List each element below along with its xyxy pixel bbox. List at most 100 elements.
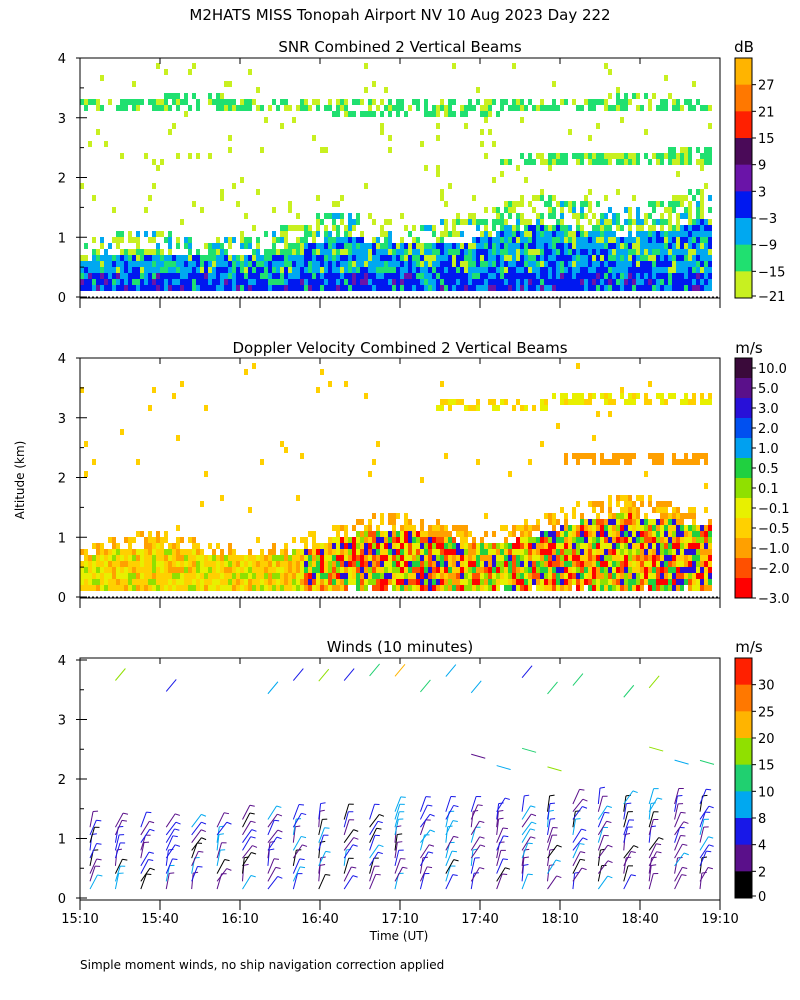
- doppler-cell: [444, 561, 448, 567]
- snr-cell: [256, 273, 260, 279]
- snr-cell: [444, 261, 448, 267]
- doppler-cell: [148, 549, 152, 555]
- doppler-cell: [524, 573, 528, 579]
- snr-cell: [708, 159, 712, 165]
- snr-cell: [412, 237, 416, 243]
- wind-barb: [521, 747, 537, 753]
- wind-barb: [572, 843, 580, 859]
- snr-cell: [92, 195, 96, 201]
- snr-cell: [324, 213, 328, 219]
- doppler-cell: [676, 549, 680, 555]
- doppler-cell: [540, 567, 544, 573]
- doppler-cell: [608, 513, 612, 519]
- snr-cell: [316, 255, 320, 261]
- doppler-cell: [628, 507, 632, 513]
- wind-barb-flag: [174, 813, 181, 816]
- doppler-cell: [176, 585, 180, 591]
- snr-cell: [620, 285, 624, 291]
- doppler-cell: [676, 579, 680, 585]
- snr-cell: [644, 237, 648, 243]
- doppler-cell: [708, 393, 712, 399]
- wind-barb: [470, 867, 480, 882]
- snr-cell: [196, 255, 200, 261]
- doppler-cell: [248, 573, 252, 579]
- doppler-cell: [336, 531, 340, 537]
- snr-cell: [280, 285, 284, 291]
- doppler-cell: [664, 525, 668, 531]
- doppler-cell: [544, 543, 548, 549]
- doppler-cell: [580, 585, 584, 591]
- colorbar-label: 3: [758, 185, 766, 200]
- doppler-cell: [700, 561, 704, 567]
- snr-cell: [604, 159, 608, 165]
- snr-cell: [84, 99, 88, 105]
- wind-barb: [242, 845, 253, 859]
- doppler-cell: [116, 549, 120, 555]
- wind-barb-flag: [633, 845, 639, 848]
- snr-cell: [208, 261, 212, 267]
- doppler-cell: [640, 579, 644, 585]
- doppler-cell: [108, 573, 112, 579]
- doppler-cell: [148, 561, 152, 567]
- doppler-cell: [704, 573, 708, 579]
- snr-cell: [408, 249, 412, 255]
- wind-barb: [394, 850, 400, 866]
- snr-cell: [588, 255, 592, 261]
- snr-cell: [228, 81, 232, 87]
- doppler-cell: [636, 555, 640, 561]
- doppler-cell: [208, 543, 212, 549]
- snr-cell: [704, 105, 708, 111]
- snr-cell: [376, 285, 380, 291]
- doppler-cell: [676, 513, 680, 519]
- doppler-cell: [336, 525, 340, 531]
- doppler-cell: [692, 525, 696, 531]
- doppler-cell: [580, 561, 584, 567]
- snr-cell: [580, 261, 584, 267]
- doppler-cell: [540, 555, 544, 561]
- doppler-cell: [708, 531, 712, 537]
- snr-cell: [436, 261, 440, 267]
- snr-cell: [464, 273, 468, 279]
- snr-cell: [652, 249, 656, 255]
- snr-cell: [668, 249, 672, 255]
- snr-cell: [248, 255, 252, 261]
- doppler-cell: [612, 459, 616, 465]
- snr-cell: [444, 273, 448, 279]
- snr-cell: [176, 99, 180, 105]
- colorbar-label: 2.0: [758, 422, 779, 437]
- snr-cell: [388, 243, 392, 249]
- doppler-cell: [576, 573, 580, 579]
- doppler-cell: [596, 513, 600, 519]
- doppler-cell: [548, 531, 552, 537]
- snr-cell: [652, 231, 656, 237]
- snr-cell: [352, 243, 356, 249]
- doppler-cell: [672, 549, 676, 555]
- snr-cell: [456, 279, 460, 285]
- doppler-cell: [620, 573, 624, 579]
- doppler-cell: [420, 477, 424, 483]
- doppler-cell: [252, 585, 256, 591]
- doppler-cell: [536, 519, 540, 525]
- doppler-cell: [568, 555, 572, 561]
- snr-cell: [704, 249, 708, 255]
- wind-barb-flag: [397, 833, 403, 836]
- snr-cell: [248, 237, 252, 243]
- doppler-cell: [108, 567, 112, 573]
- snr-cell: [548, 225, 552, 231]
- snr-cell: [544, 273, 548, 279]
- snr-cell: [640, 267, 644, 273]
- doppler-cell: [284, 447, 288, 453]
- snr-cell: [672, 243, 676, 249]
- snr-cell: [476, 273, 480, 279]
- doppler-cell: [592, 585, 596, 591]
- doppler-cell: [484, 573, 488, 579]
- doppler-cell: [356, 519, 360, 525]
- wind-barb: [165, 873, 170, 890]
- doppler-cell: [344, 555, 348, 561]
- doppler-cell: [400, 579, 404, 585]
- snr-cell: [616, 219, 620, 225]
- snr-cell: [304, 105, 308, 111]
- doppler-cell: [584, 453, 588, 459]
- doppler-cell: [236, 573, 240, 579]
- doppler-cell: [220, 585, 224, 591]
